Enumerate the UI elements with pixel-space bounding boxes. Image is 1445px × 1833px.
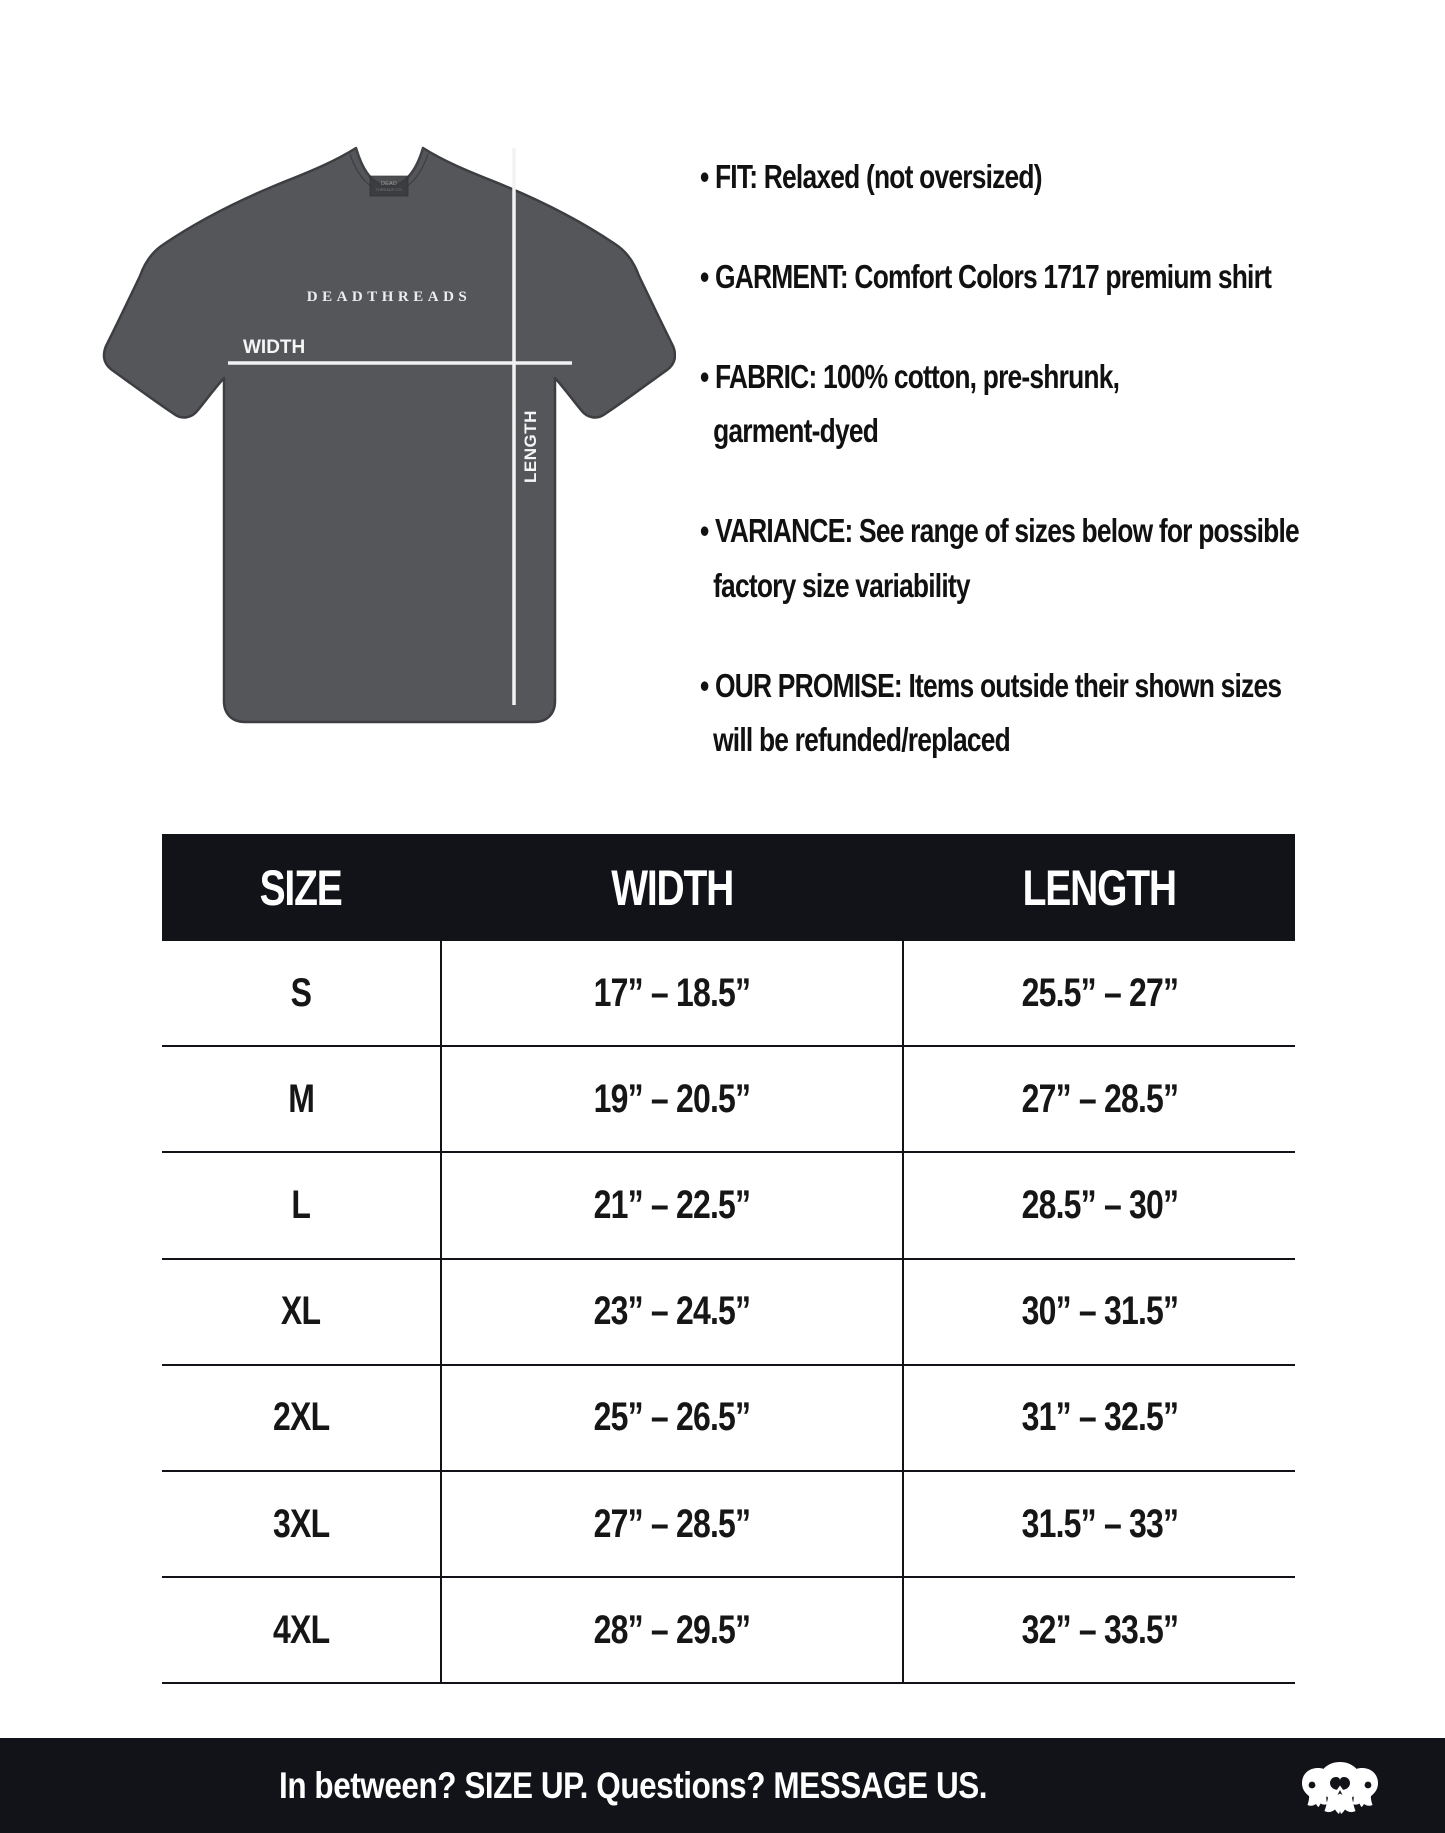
- svg-text:LENGTH: LENGTH: [521, 410, 540, 483]
- svg-text:DEADTHREADS: DEADTHREADS: [307, 289, 472, 305]
- svg-text:WIDTH: WIDTH: [243, 337, 305, 358]
- svg-text:THREADS CO.: THREADS CO.: [375, 187, 402, 192]
